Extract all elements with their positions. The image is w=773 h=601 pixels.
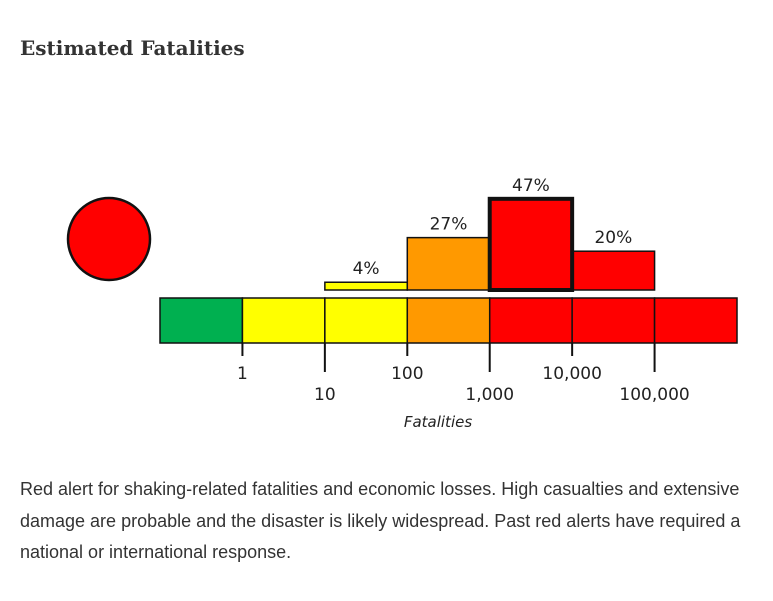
section-title: Estimated Fatalities	[20, 36, 245, 60]
alert-level-circle	[66, 196, 152, 282]
scale-bin	[159, 297, 244, 344]
histogram-bar	[487, 196, 575, 293]
scale-bin	[488, 297, 573, 344]
bar-label: 20%	[594, 228, 632, 248]
scale-bin	[406, 297, 491, 344]
tick-label: 10,000	[542, 364, 601, 384]
alert-description: Red alert for shaking-related fatalities…	[20, 479, 741, 562]
fatalities-chart: 1 10 100 1,000 10,000 100,000 Fatalities 4% 27% 2…	[66, 176, 738, 431]
scale-bin	[653, 297, 738, 344]
scale-bin	[241, 297, 326, 344]
tick-label: 100	[391, 364, 423, 384]
histogram-bar	[324, 281, 409, 291]
bar-label: 4%	[353, 259, 380, 279]
histogram-bar	[571, 250, 656, 291]
scale-bin	[571, 297, 656, 344]
tick-label: 1	[237, 364, 248, 384]
scale-bin	[324, 297, 409, 344]
bar-label: 47%	[512, 176, 550, 196]
x-axis-label: Fatalities	[404, 413, 473, 431]
bar-label: 27%	[430, 215, 468, 235]
histogram-bar	[406, 236, 491, 291]
tick-label: 100,000	[619, 385, 689, 405]
tick-label: 1,000	[465, 385, 514, 405]
tick-label: 10	[314, 385, 336, 405]
